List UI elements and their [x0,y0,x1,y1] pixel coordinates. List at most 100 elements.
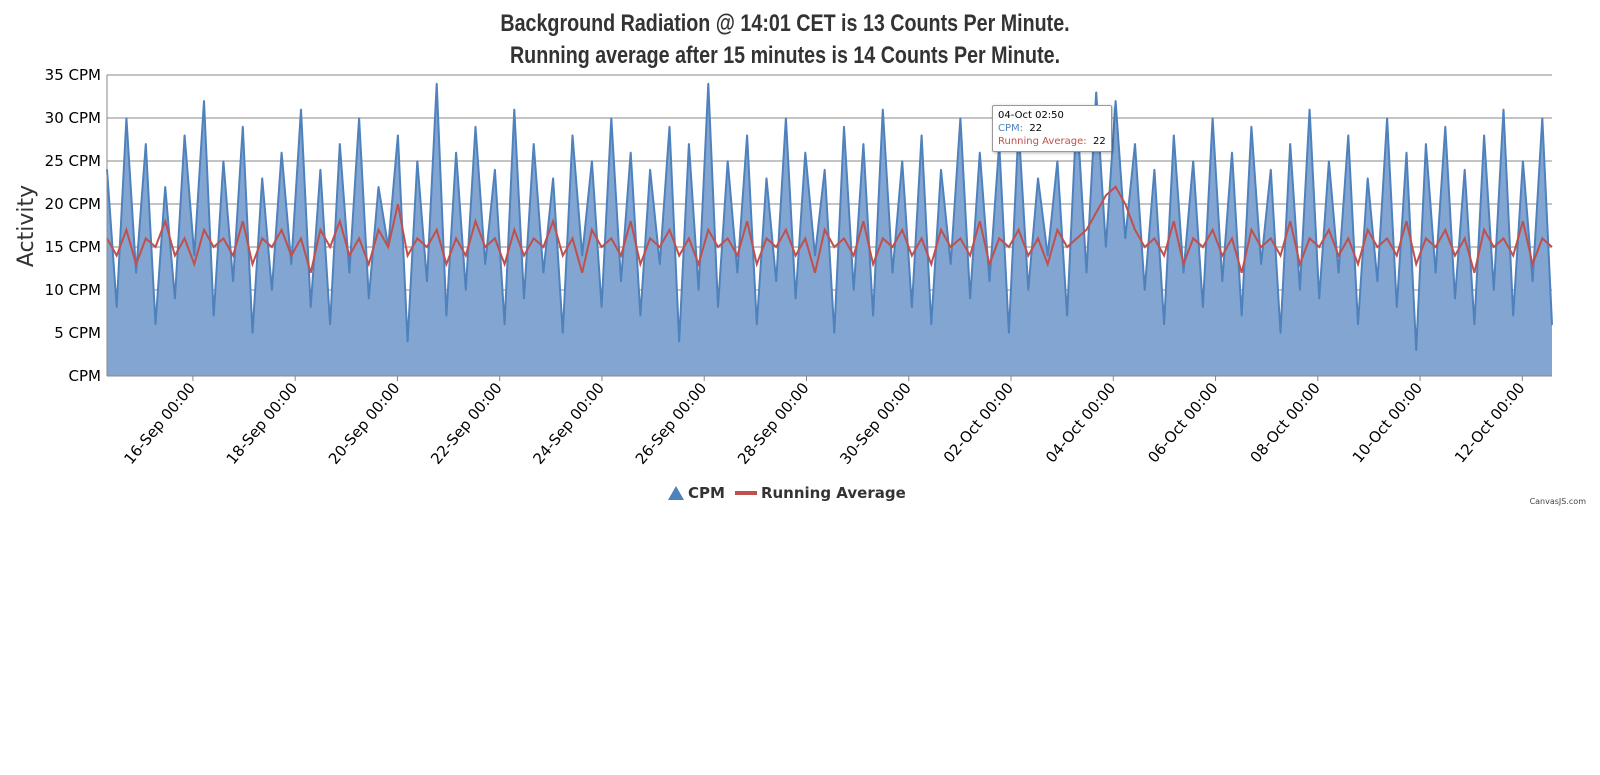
cpm-point [668,125,671,128]
y-axis-title: Activity [14,185,39,267]
cpm-point [251,332,254,334]
legend-item-cpm[interactable]: CPM [668,484,725,502]
cpm-point [503,323,506,326]
cpm-point [1153,168,1156,171]
cpm-point [697,289,700,291]
cpm-point [1289,143,1291,145]
cpm-point [901,160,904,162]
credit-link[interactable]: CanvasJS.com [1529,497,1586,506]
cpm-point [1056,160,1059,162]
cpm-point [911,306,913,309]
cpm-point [222,160,225,162]
x-tick-label: 02-Oct 00:00 [940,379,1017,466]
cpm-point [736,272,739,274]
cpm-point [1347,134,1350,136]
cpm-point [445,315,448,317]
cpm-point [1134,143,1136,145]
x-tick-label: 26-Sep 00:00 [632,379,711,468]
cpm-point [261,177,263,179]
cpm-point [959,117,962,119]
cpm-point [465,289,467,291]
cpm-point [746,134,748,136]
cpm-point [484,263,487,266]
cpm-point [688,143,690,145]
cpm-point [144,143,147,145]
cpm-point [552,177,554,179]
cpm-point [1502,108,1505,111]
cpm-point [1493,289,1495,291]
cpm-point [1240,315,1243,317]
cpm-point [212,315,215,317]
cpm-point [600,306,603,309]
cpm-point [1085,272,1088,274]
cpm-point [183,134,186,136]
cpm-point [1124,237,1127,240]
y-tick-label: 20 CPM [45,195,101,213]
cpm-point [862,143,865,145]
cpm-point [794,297,797,300]
line-icon [734,491,757,495]
running-average-line [106,185,1553,274]
cpm-point [639,315,642,317]
cpm-point [1483,134,1485,136]
cpm-point [1172,134,1175,136]
cpm-point [1066,315,1068,317]
x-tick-label: 04-Oct 00:00 [1042,379,1119,466]
cpm-point [755,323,758,326]
chart-title: Background Radiation @ 14:01 CET is 13 C… [500,10,1070,37]
cpm-point [1299,289,1301,291]
cpm-point [358,117,360,119]
cpm-point [707,82,710,85]
cpm-point [852,289,855,291]
cpm-point [542,272,545,274]
cpm-point [1027,289,1030,291]
cpm-point [882,108,884,111]
cpm-point [135,272,137,274]
cpm-point [1037,177,1039,179]
cpm-point [348,272,351,274]
cpm-point [1512,315,1515,317]
x-tick-label: 30-Sep 00:00 [836,379,915,468]
cpm-point [814,254,816,257]
legend-item-running-average[interactable]: Running Average [734,484,906,502]
chart-subtitle: Running average after 15 minutes is 14 C… [509,42,1061,69]
cpm-point [969,297,971,300]
cpm-point [416,160,419,162]
cpm-point [174,297,176,300]
cpm-point [1425,143,1427,145]
cpm-point [726,160,729,162]
x-tick-label: 12-Oct 00:00 [1451,379,1528,466]
cpm-point [406,340,409,343]
x-tick-label: 24-Sep 00:00 [529,379,608,468]
cpm-point [271,289,273,291]
cpm-point [455,151,457,154]
cpm-point [804,151,807,154]
cpm-point [1454,297,1456,300]
cpm-point [1105,246,1107,248]
cpm-point [125,117,128,119]
cpm-point [1551,323,1553,326]
y-tick-label: 30 CPM [45,109,101,127]
cpm-point [309,306,312,309]
cpm-point [1405,151,1408,154]
cpm-point [1143,289,1146,291]
y-tick-label: 5 CPM [54,324,101,342]
cpm-point [610,117,613,119]
cpm-point [891,272,894,274]
cpm-point [1095,91,1097,93]
cpm-point [1231,151,1233,154]
x-tick-label: 22-Sep 00:00 [427,379,506,468]
cpm-point [232,280,234,283]
cpm-point [1366,177,1369,179]
cpm-point [1202,306,1204,309]
x-tick-label: 18-Sep 00:00 [223,379,302,468]
y-tick-label: 35 CPM [45,66,101,84]
cpm-point [979,151,981,154]
cpm-point [1434,272,1437,274]
cpm-point [591,160,593,162]
cpm-point [649,168,651,171]
cpm-point [1279,332,1282,334]
cpm-point [115,306,118,309]
cpm-area [107,83,1552,376]
